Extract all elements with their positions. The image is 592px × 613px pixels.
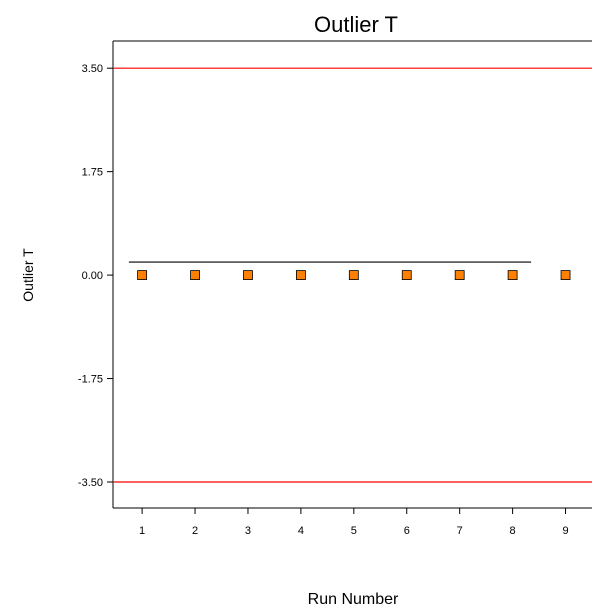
y-tick-label: 1.75 [82, 167, 103, 179]
y-tick-label: -3.50 [78, 477, 103, 489]
y-tick-label: 0.00 [82, 270, 103, 282]
x-axis-label: Run Number [308, 591, 399, 608]
x-tick-label: 2 [192, 525, 198, 537]
x-tick-label: 9 [562, 525, 568, 537]
y-tick-label: 3.50 [82, 63, 103, 75]
x-tick-label: 6 [404, 525, 410, 537]
plot-area: 3.50 1.75 0.00 -1.75 -3.50 1 2 3 4 5 6 7 8 9 [78, 40, 592, 537]
x-tick-label: 8 [510, 525, 516, 537]
x-tick-label: 1 [139, 525, 145, 537]
x-tick-label: 7 [457, 525, 463, 537]
data-point [454, 270, 465, 280]
y-axis-label: Outlier T [20, 248, 36, 302]
data-point [243, 270, 253, 280]
x-tick-label: 5 [351, 525, 357, 537]
chart-title: Outlier T [314, 12, 398, 37]
data-point [190, 270, 200, 280]
data-point [507, 270, 518, 280]
data-point [560, 270, 571, 280]
x-tick-label: 3 [245, 525, 251, 537]
y-tick-label: -1.75 [78, 374, 103, 386]
data-point [295, 270, 306, 280]
x-tick-label: 4 [298, 525, 304, 537]
data-point [137, 270, 148, 280]
data-point [348, 270, 359, 280]
data-point [401, 270, 412, 280]
